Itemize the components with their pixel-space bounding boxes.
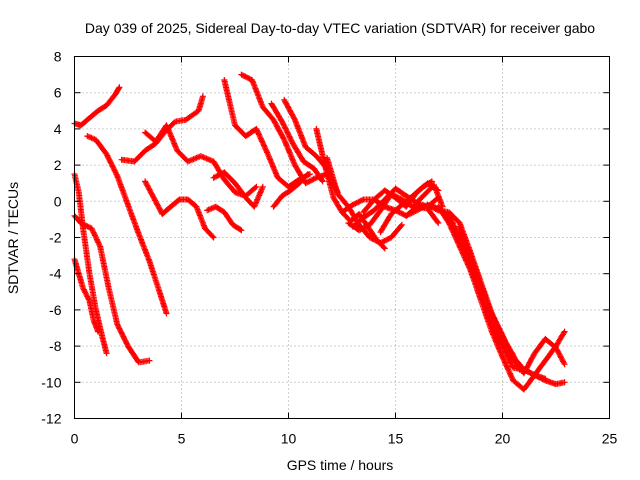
series-markers [488,321,568,388]
grid-lines [74,56,610,419]
x-tick-label: 20 [495,431,511,447]
x-tick-label: 0 [71,431,79,447]
y-tick-label: 4 [54,121,62,137]
series-markers [270,171,311,210]
y-tick-label: -6 [49,302,62,318]
y-tick-label: -8 [49,338,62,354]
series-arc-10 [210,169,266,210]
y-tick-label: 6 [54,85,62,101]
y-tick-label: 2 [54,157,62,173]
series-markers [210,169,266,210]
series-arc-22 [377,178,435,236]
series-markers [204,203,245,234]
series-arc-11 [221,77,313,190]
axis-ticks: 0 5 10 15 20 25 -12 -10 -8 -6 -4 -2 0 2 4 6 8 [41,49,617,447]
y-axis-label: SDTVAR / TECUs [5,182,21,294]
y-tick-label: -2 [49,230,62,246]
y-tick-label: -12 [41,411,61,427]
series-markers [268,100,326,185]
series-markers [221,77,313,190]
x-axis-label: GPS time / hours [287,457,394,473]
series-markers [377,178,435,236]
x-tick-label: 5 [178,431,186,447]
series-markers [142,178,217,241]
y-tick-label: 8 [54,49,62,65]
series-arc-25 [435,203,568,393]
x-tick-label: 25 [602,431,618,447]
x-tick-label: 10 [281,431,297,447]
y-tick-label: -4 [49,266,62,282]
series-markers [435,203,568,393]
x-tick-label: 15 [388,431,404,447]
series-arc-13 [268,100,326,185]
series-markers [84,133,170,317]
y-tick-label: -10 [41,374,61,390]
data-series [71,71,568,393]
y-tick-label: 0 [54,193,62,209]
series-arc-27 [488,321,568,388]
series-arc-2 [84,133,170,317]
chart-title: Day 039 of 2025, Sidereal Day-to-day VTE… [85,20,595,36]
series-arc-15 [270,171,311,210]
series-arc-9 [204,203,245,234]
series-arc-8 [142,178,217,241]
